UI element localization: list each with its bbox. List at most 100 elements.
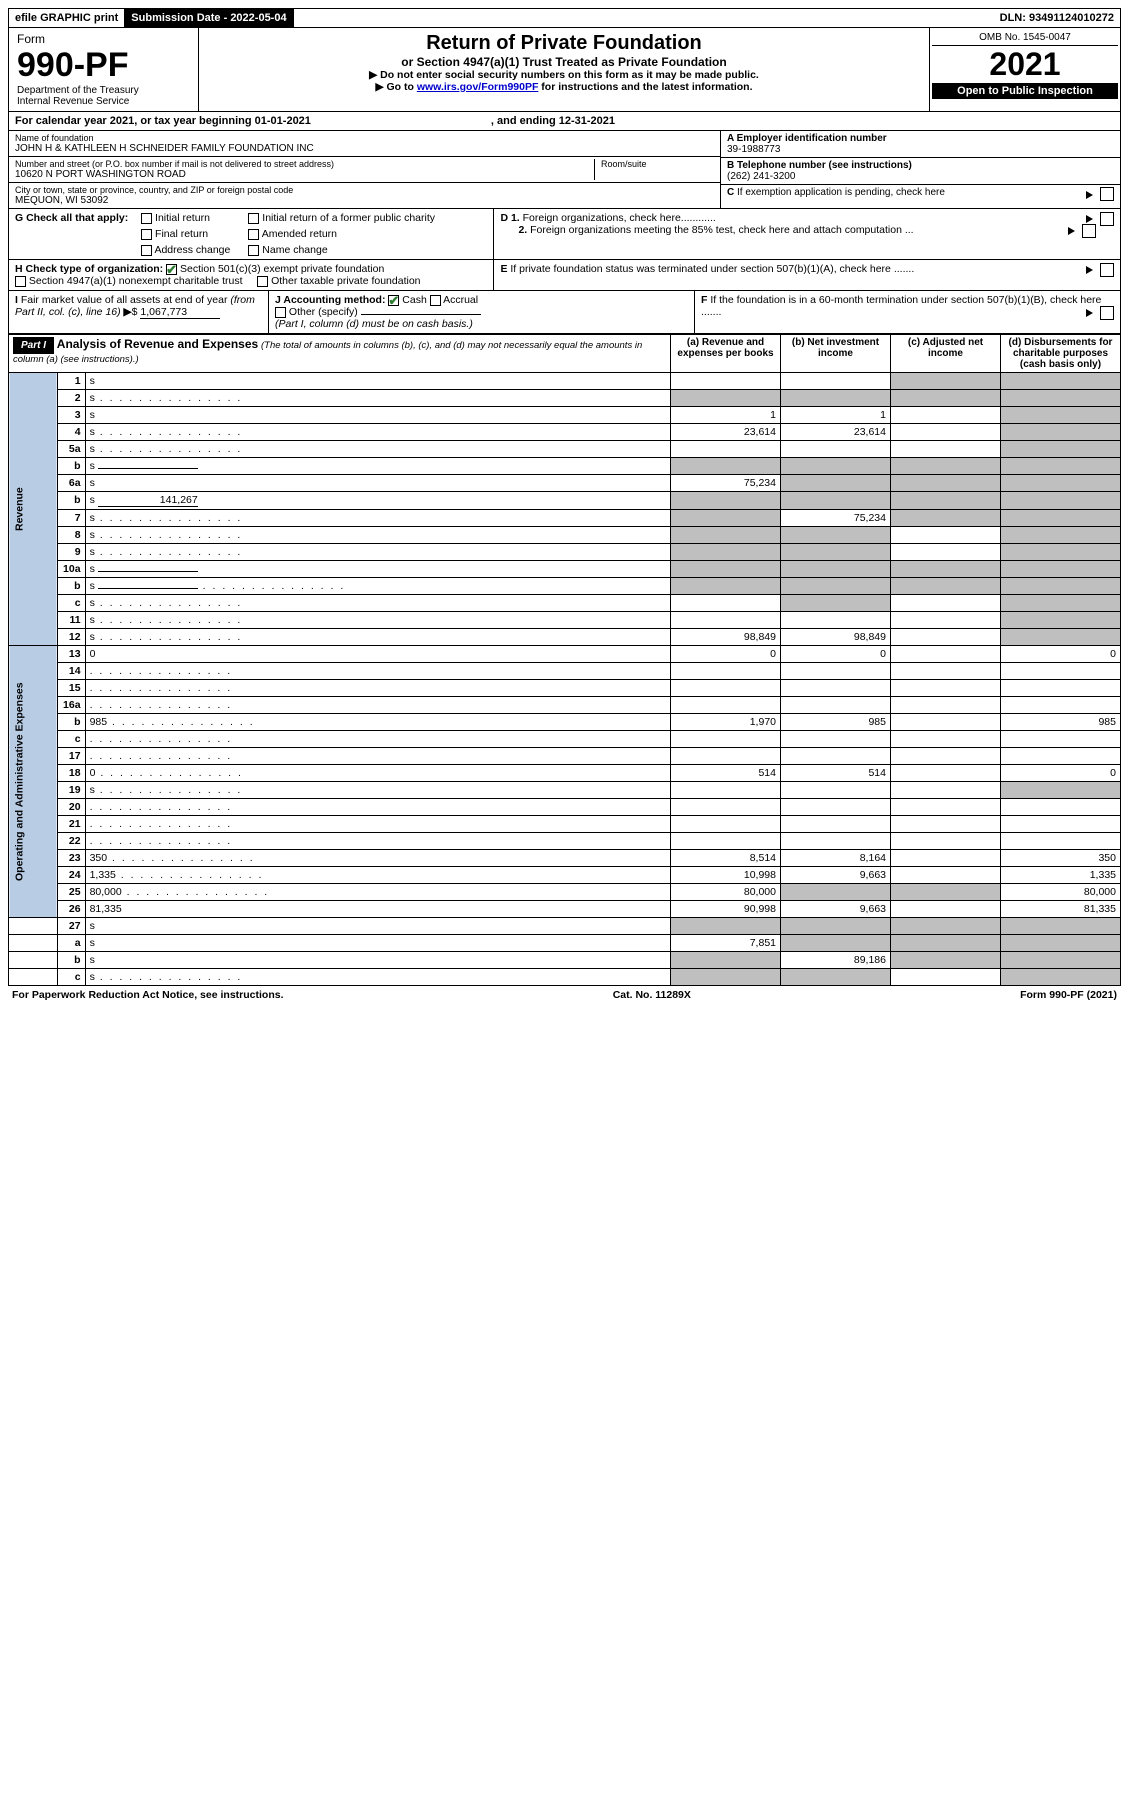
form990pf-link[interactable]: www.irs.gov/Form990PF bbox=[417, 81, 539, 93]
identity-block: Name of foundation JOHN H & KATHLEEN H S… bbox=[8, 131, 1121, 209]
table-row: 4s23,61423,614 bbox=[9, 424, 1121, 441]
dept-treasury: Department of the Treasury Internal Reve… bbox=[17, 85, 190, 107]
section-c: C If exemption application is pending, c… bbox=[727, 187, 945, 198]
table-row: Revenue1s bbox=[9, 373, 1121, 390]
section-f: F If the foundation is in a 60-month ter… bbox=[701, 294, 1114, 318]
checkbox-d2[interactable] bbox=[1082, 224, 1096, 238]
col-a-header: (a) Revenue and expenses per books bbox=[671, 335, 781, 373]
table-row: 22 bbox=[9, 833, 1121, 850]
open-public: Open to Public Inspection bbox=[932, 83, 1118, 99]
instr-goto: ▶ Go to www.irs.gov/Form990PF for instru… bbox=[207, 81, 921, 93]
table-row: 15 bbox=[9, 680, 1121, 697]
table-row: bs bbox=[9, 458, 1121, 475]
table-row: cs bbox=[9, 969, 1121, 986]
table-row: bs 141,267 bbox=[9, 492, 1121, 510]
phone: (262) 241-3200 bbox=[727, 171, 1114, 182]
table-row: 3s11 bbox=[9, 407, 1121, 424]
col-b-header: (b) Net investment income bbox=[781, 335, 891, 373]
table-row: 2s bbox=[9, 390, 1121, 407]
table-row: 21 bbox=[9, 816, 1121, 833]
checkbox-final[interactable] bbox=[141, 229, 152, 240]
efile-label: efile GRAPHIC print bbox=[9, 9, 125, 27]
ein-label: A Employer identification number bbox=[727, 133, 1114, 144]
checkbox-e[interactable] bbox=[1100, 263, 1114, 277]
checkbox-address[interactable] bbox=[141, 245, 152, 256]
col-d-header: (d) Disbursements for charitable purpose… bbox=[1001, 335, 1121, 373]
omb-number: OMB No. 1545-0047 bbox=[932, 30, 1118, 46]
form-ref: Form 990-PF (2021) bbox=[1020, 989, 1117, 1001]
table-row: 241,33510,9989,6631,335 bbox=[9, 867, 1121, 884]
checkbox-d1[interactable] bbox=[1100, 212, 1114, 226]
phone-label: B Telephone number (see instructions) bbox=[727, 160, 1114, 171]
form-word: Form bbox=[17, 32, 190, 46]
addr-label: Number and street (or P.O. box number if… bbox=[15, 159, 594, 169]
table-row: cs bbox=[9, 595, 1121, 612]
table-row: 12s98,84998,849 bbox=[9, 629, 1121, 646]
submission-date: Submission Date - 2022-05-04 bbox=[125, 9, 293, 27]
form-title: Return of Private Foundation bbox=[207, 32, 921, 55]
city-state-zip: MEQUON, WI 53092 bbox=[15, 195, 714, 206]
table-row: 10as bbox=[9, 561, 1121, 578]
form-header: Form 990-PF Department of the Treasury I… bbox=[8, 28, 1121, 112]
cat-number: Cat. No. 11289X bbox=[613, 989, 691, 1001]
ein: 39-1988773 bbox=[727, 144, 1114, 155]
tax-year: 2021 bbox=[932, 46, 1118, 83]
table-row: 7s75,234 bbox=[9, 510, 1121, 527]
section-label: Revenue bbox=[9, 373, 58, 646]
table-row: 6as75,234 bbox=[9, 475, 1121, 492]
checkbox-other-acct[interactable] bbox=[275, 307, 286, 318]
dln: DLN: 93491124010272 bbox=[994, 9, 1120, 27]
street-address: 10620 N PORT WASHINGTON ROAD bbox=[15, 169, 594, 180]
table-row: 20 bbox=[9, 799, 1121, 816]
table-row: 11s bbox=[9, 612, 1121, 629]
table-row: 2580,00080,00080,000 bbox=[9, 884, 1121, 901]
section-ij: I Fair market value of all assets at end… bbox=[8, 291, 1121, 334]
checkbox-initial-former[interactable] bbox=[248, 213, 259, 224]
checkbox-c[interactable] bbox=[1100, 187, 1114, 201]
room-label: Room/suite bbox=[601, 159, 714, 169]
table-row: 8s bbox=[9, 527, 1121, 544]
checkbox-501c3[interactable] bbox=[166, 264, 177, 275]
col-c-header: (c) Adjusted net income bbox=[891, 335, 1001, 373]
instr-ssn: ▶ Do not enter social security numbers o… bbox=[207, 69, 921, 81]
section-label: Operating and Administrative Expenses bbox=[9, 646, 58, 918]
checkbox-4947[interactable] bbox=[15, 276, 26, 287]
paperwork-notice: For Paperwork Reduction Act Notice, see … bbox=[12, 989, 284, 1001]
checkbox-amended[interactable] bbox=[248, 229, 259, 240]
checkbox-accrual[interactable] bbox=[430, 295, 441, 306]
table-row: c bbox=[9, 731, 1121, 748]
page-footer: For Paperwork Reduction Act Notice, see … bbox=[8, 986, 1121, 1004]
part1-table: Part I Analysis of Revenue and Expenses … bbox=[8, 334, 1121, 986]
table-row: 1805145140 bbox=[9, 765, 1121, 782]
section-e: E If private foundation status was termi… bbox=[500, 263, 1114, 275]
table-row: 19s bbox=[9, 782, 1121, 799]
checkbox-cash[interactable] bbox=[388, 295, 399, 306]
table-row: as7,851 bbox=[9, 935, 1121, 952]
section-g: G Check all that apply: Initial return I… bbox=[8, 209, 1121, 260]
table-row: 14 bbox=[9, 663, 1121, 680]
form-number: 990-PF bbox=[17, 46, 190, 85]
checkbox-initial[interactable] bbox=[141, 213, 152, 224]
table-row: 5as bbox=[9, 441, 1121, 458]
checkbox-f[interactable] bbox=[1100, 306, 1114, 320]
fmv-value: 1,067,773 bbox=[140, 306, 220, 319]
topbar: efile GRAPHIC print Submission Date - 20… bbox=[8, 8, 1121, 28]
table-row: b9851,970985985 bbox=[9, 714, 1121, 731]
table-row: 9s bbox=[9, 544, 1121, 561]
part1-header: Part I bbox=[13, 337, 54, 354]
city-label: City or town, state or province, country… bbox=[15, 185, 714, 195]
table-row: 2681,33590,9989,66381,335 bbox=[9, 901, 1121, 918]
cash-basis-note: (Part I, column (d) must be on cash basi… bbox=[275, 318, 473, 330]
table-row: 233508,5148,164350 bbox=[9, 850, 1121, 867]
section-h: H Check type of organization: Section 50… bbox=[8, 260, 1121, 291]
table-row: Operating and Administrative Expenses130… bbox=[9, 646, 1121, 663]
form-subtitle: or Section 4947(a)(1) Trust Treated as P… bbox=[207, 55, 921, 69]
table-row: bs89,186 bbox=[9, 952, 1121, 969]
checkbox-other-taxable[interactable] bbox=[257, 276, 268, 287]
table-row: bs bbox=[9, 578, 1121, 595]
table-row: 27s bbox=[9, 918, 1121, 935]
foundation-name: JOHN H & KATHLEEN H SCHNEIDER FAMILY FOU… bbox=[15, 143, 714, 154]
calendar-year-row: For calendar year 2021, or tax year begi… bbox=[8, 112, 1121, 131]
checkbox-name[interactable] bbox=[248, 245, 259, 256]
table-row: 17 bbox=[9, 748, 1121, 765]
